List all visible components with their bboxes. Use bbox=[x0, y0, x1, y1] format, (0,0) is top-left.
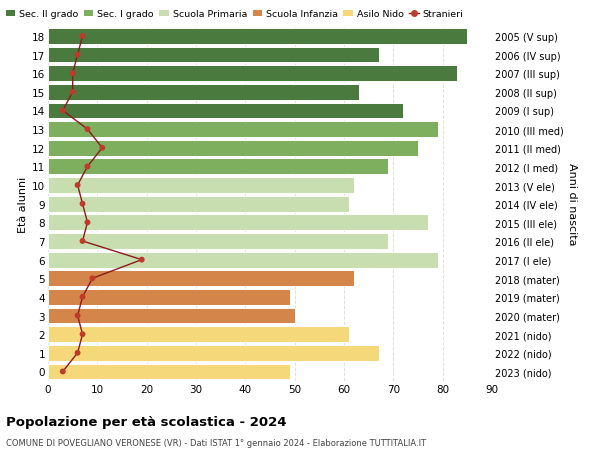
Point bbox=[78, 331, 88, 338]
Bar bbox=[48, 196, 349, 212]
Point bbox=[73, 312, 82, 319]
Bar bbox=[48, 48, 379, 63]
Point bbox=[68, 70, 77, 78]
Bar bbox=[48, 122, 438, 138]
Bar bbox=[48, 159, 388, 175]
Point bbox=[58, 107, 68, 115]
Bar bbox=[48, 271, 354, 286]
Legend: Sec. II grado, Sec. I grado, Scuola Primaria, Scuola Infanzia, Asilo Nido, Stran: Sec. II grado, Sec. I grado, Scuola Prim… bbox=[6, 10, 463, 19]
Point bbox=[78, 238, 88, 245]
Bar bbox=[48, 252, 438, 268]
Bar bbox=[48, 364, 290, 380]
Point bbox=[97, 145, 107, 152]
Bar bbox=[48, 103, 403, 119]
Bar bbox=[48, 289, 290, 305]
Point bbox=[78, 201, 88, 208]
Bar bbox=[48, 29, 467, 45]
Point bbox=[83, 126, 92, 134]
Point bbox=[78, 294, 88, 301]
Text: Popolazione per età scolastica - 2024: Popolazione per età scolastica - 2024 bbox=[6, 415, 287, 428]
Y-axis label: Anni di nascita: Anni di nascita bbox=[568, 163, 577, 246]
Bar bbox=[48, 234, 388, 249]
Point bbox=[88, 275, 97, 282]
Point bbox=[73, 182, 82, 189]
Text: COMUNE DI POVEGLIANO VERONESE (VR) - Dati ISTAT 1° gennaio 2024 - Elaborazione T: COMUNE DI POVEGLIANO VERONESE (VR) - Dat… bbox=[6, 438, 426, 448]
Bar bbox=[48, 140, 418, 157]
Bar bbox=[48, 345, 379, 361]
Bar bbox=[48, 308, 295, 324]
Bar bbox=[48, 215, 428, 231]
Point bbox=[78, 33, 88, 40]
Point bbox=[73, 349, 82, 357]
Y-axis label: Età alunni: Età alunni bbox=[18, 176, 28, 232]
Point bbox=[137, 257, 146, 264]
Point bbox=[73, 52, 82, 59]
Point bbox=[83, 163, 92, 171]
Point bbox=[83, 219, 92, 227]
Bar bbox=[48, 178, 354, 194]
Bar bbox=[48, 326, 349, 342]
Bar bbox=[48, 85, 359, 101]
Point bbox=[68, 89, 77, 96]
Point bbox=[58, 368, 68, 375]
Bar bbox=[48, 66, 457, 82]
